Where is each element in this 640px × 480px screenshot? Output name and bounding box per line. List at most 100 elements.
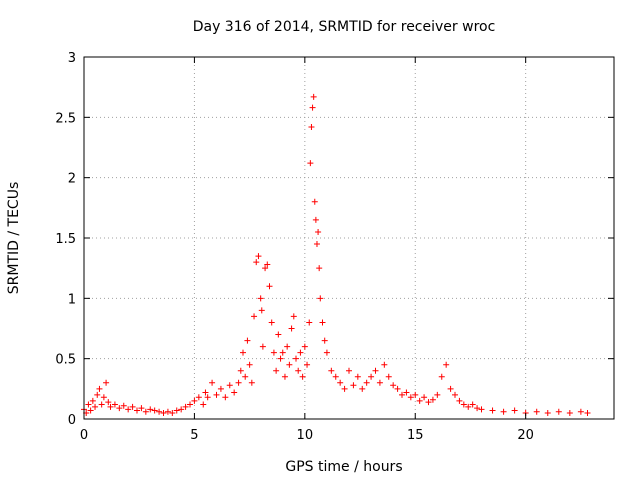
ticks-layer: 0 5 10 15 20 0 0.5 1 1.5 2 2.5 3 — [55, 51, 614, 443]
data-point — [92, 403, 99, 410]
data-point — [217, 385, 224, 392]
data-point — [100, 394, 107, 401]
x-tick-label: 0 — [80, 428, 88, 443]
data-point — [85, 401, 92, 408]
data-point — [262, 265, 269, 272]
data-point — [281, 373, 288, 380]
y-tick-label: 2.5 — [55, 111, 76, 126]
data-point — [169, 409, 176, 416]
data-point — [231, 389, 238, 396]
data-point — [138, 405, 145, 412]
data-point — [264, 261, 271, 268]
data-point — [309, 104, 316, 111]
data-point — [235, 379, 242, 386]
data-point — [368, 373, 375, 380]
data-point — [87, 407, 94, 414]
data-point — [240, 349, 246, 356]
data-point — [301, 343, 308, 350]
data-point — [284, 343, 291, 350]
data-point — [266, 283, 273, 290]
x-tick-label: 15 — [407, 428, 424, 443]
data-point — [363, 379, 370, 386]
data-point — [195, 394, 202, 401]
data-point — [160, 409, 167, 416]
data-point — [257, 295, 264, 302]
data-point — [248, 379, 255, 386]
data-point — [200, 401, 207, 408]
data-point — [246, 361, 253, 368]
data-point — [443, 361, 450, 368]
data-point — [94, 391, 101, 398]
data-point — [244, 337, 251, 344]
data-point — [399, 391, 405, 398]
data-point — [310, 93, 317, 100]
data-point — [116, 405, 123, 412]
data-point — [403, 389, 410, 396]
data-point — [142, 408, 149, 415]
data-point — [182, 403, 189, 410]
data-point — [202, 389, 209, 396]
data-point — [438, 373, 445, 380]
data-point — [273, 367, 280, 374]
data-point — [89, 397, 96, 404]
y-tick-label: 1 — [68, 292, 76, 307]
data-point — [489, 407, 496, 414]
x-tick-label: 20 — [517, 428, 534, 443]
data-point — [96, 385, 103, 392]
data-point — [222, 394, 229, 401]
data-point — [341, 385, 348, 392]
y-tick-label: 0.5 — [55, 353, 76, 368]
y-tick-label: 0 — [68, 413, 76, 428]
data-point — [376, 379, 383, 386]
data-point — [577, 408, 584, 415]
data-point — [204, 394, 211, 401]
points-layer — [81, 93, 591, 416]
data-point — [323, 349, 330, 356]
data-point — [421, 394, 428, 401]
data-point — [103, 379, 110, 386]
grid-layer — [84, 57, 614, 419]
data-point — [299, 373, 306, 380]
data-point — [107, 403, 114, 410]
data-point — [125, 406, 132, 413]
data-point — [434, 391, 441, 398]
data-point — [317, 295, 324, 302]
data-point — [394, 385, 401, 392]
data-point — [105, 399, 112, 406]
data-point — [350, 382, 357, 389]
data-point — [98, 401, 105, 408]
data-point — [279, 349, 286, 356]
data-point — [209, 379, 216, 386]
data-point — [213, 391, 220, 398]
data-point — [416, 397, 423, 404]
data-point — [288, 325, 295, 332]
data-point — [328, 367, 335, 374]
data-point — [255, 253, 262, 260]
y-tick-label: 3 — [68, 51, 76, 66]
data-point — [120, 402, 127, 409]
data-point — [412, 391, 419, 398]
data-point — [390, 382, 397, 389]
x-axis-label: GPS time / hours — [285, 459, 402, 475]
data-point — [584, 409, 591, 416]
data-point — [359, 385, 366, 392]
data-point — [286, 361, 293, 368]
data-point — [465, 403, 472, 410]
data-point — [372, 367, 379, 374]
data-point — [456, 397, 463, 404]
data-point — [293, 355, 299, 362]
data-point — [147, 406, 154, 413]
data-point — [134, 407, 140, 414]
data-point — [381, 361, 388, 368]
data-point — [429, 396, 436, 403]
data-point — [173, 407, 180, 414]
data-point — [306, 319, 313, 326]
data-point — [311, 198, 318, 205]
data-point — [332, 373, 339, 380]
data-point — [407, 394, 414, 401]
data-point — [237, 367, 244, 374]
y-tick-label: 2 — [68, 172, 76, 187]
data-point — [354, 373, 361, 380]
data-point — [226, 382, 233, 389]
